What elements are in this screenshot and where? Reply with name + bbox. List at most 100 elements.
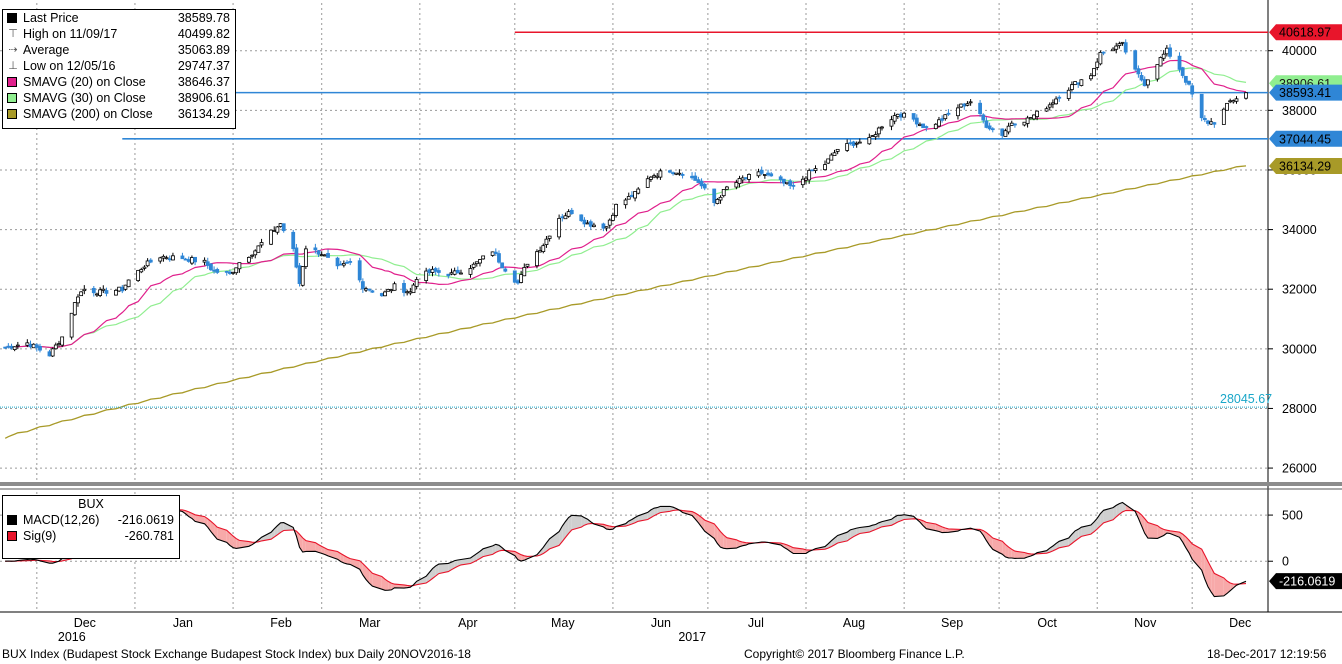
macd-fill (328, 549, 338, 560)
candle-body (1025, 117, 1030, 124)
candle-body (810, 169, 815, 172)
candle-body (1098, 52, 1103, 65)
candle-body (117, 286, 122, 292)
candle-body (655, 175, 660, 178)
candle-body (902, 112, 907, 118)
candle-body (1142, 79, 1147, 87)
candle-body (607, 219, 612, 226)
macd-fill (900, 514, 905, 521)
macd-fill (726, 537, 737, 549)
candle-body (737, 178, 742, 184)
macd-fill (1014, 551, 1025, 559)
legend-label: Sig(9) (23, 529, 57, 543)
candle-body (870, 135, 875, 137)
candle-body (1187, 80, 1191, 85)
candle-body (538, 250, 543, 253)
candle-body (98, 289, 103, 296)
candle-body (389, 289, 394, 292)
macd-fill (878, 521, 882, 529)
candle-body (759, 169, 764, 174)
level-tag-40618.97-text: 40618.97 (1279, 26, 1331, 40)
macd-fill (347, 557, 351, 565)
candle-body (889, 119, 894, 127)
macd-fill (454, 559, 458, 568)
macd-fill (1160, 527, 1164, 538)
macd-fill (856, 527, 860, 536)
candle-body (601, 223, 606, 229)
legend-value: 29747.37 (177, 59, 230, 73)
candle-body (743, 177, 748, 179)
candle-body (452, 270, 457, 275)
candle-body (560, 216, 565, 219)
level-tag-37044.45-shape (1269, 130, 1342, 147)
candle-body (740, 177, 745, 181)
legend-row: ⊥ Low on 12/05/16 29747.37 (3, 58, 235, 74)
macd-fill (723, 534, 727, 549)
macd-fill (704, 520, 715, 539)
candle-body (3, 346, 8, 349)
candle-body (82, 288, 87, 292)
candle-body (1190, 85, 1195, 95)
candle-body (300, 266, 305, 286)
candle-body (1088, 75, 1093, 80)
candle-body (1202, 117, 1207, 121)
candle-body (1206, 120, 1210, 124)
macd-line (5, 501, 1247, 598)
candle-body (158, 257, 163, 262)
candle-body (338, 263, 343, 266)
macd-fill (521, 554, 525, 562)
candle-body (569, 209, 574, 215)
candle-body (1199, 93, 1204, 119)
candle-body (880, 126, 884, 129)
candle-body (943, 114, 948, 120)
candle-body (604, 226, 609, 229)
macd-fill (942, 526, 946, 533)
candle-body (12, 346, 17, 350)
legend-label: SMAVG (30) on Close (23, 91, 146, 105)
candle-body (918, 123, 922, 126)
candle-body (503, 268, 508, 272)
candle-body (278, 223, 283, 227)
candle-body (1177, 55, 1182, 70)
candle-body (247, 257, 251, 263)
legend-label: SMAVG (200) on Close (23, 107, 153, 121)
macd-fill (226, 530, 230, 546)
candle-body (946, 112, 951, 115)
candle-body (38, 345, 42, 351)
candle-body (813, 168, 818, 171)
legend-row: ⊤ High on 11/09/17 40499.82 (3, 26, 235, 42)
candle-body (28, 343, 33, 348)
candle-body (611, 214, 615, 221)
candle-body (224, 270, 229, 273)
candle-body (493, 251, 498, 255)
macd-fill (562, 521, 566, 542)
x-tick-label-sep: Sep (941, 616, 963, 630)
candle-body (781, 178, 786, 184)
candle-body (186, 259, 191, 262)
candle-body (544, 238, 549, 245)
candle-body (582, 219, 587, 225)
macd-fill (650, 508, 655, 518)
macd-fill (581, 515, 585, 528)
macd-fill (923, 520, 927, 529)
candle-body (566, 211, 571, 217)
legend-value: -260.781 (124, 529, 174, 543)
level-tag-37044.45-text: 37044.45 (1279, 132, 1331, 146)
candle-body (490, 251, 495, 256)
legend-value: 35063.89 (177, 43, 230, 57)
candle-body (228, 271, 232, 274)
macd-fill (236, 538, 240, 549)
candle-body (522, 267, 527, 277)
macd-fill (432, 565, 436, 579)
candle-body (1000, 128, 1005, 136)
macd-fill (720, 531, 724, 549)
footer-security-description: BUX Index (Budapest Stock Exchange Budap… (2, 647, 471, 661)
macd-legend: BUX MACD(12,26) -216.0619 Sig(9) -260.781 (2, 495, 180, 559)
macd-fill (1005, 544, 1009, 558)
macd-fill (1138, 512, 1142, 526)
candle-body (1006, 125, 1011, 133)
candle-body (95, 293, 99, 296)
footer-copyright: Copyright© 2017 Bloomberg Finance L.P. (744, 647, 965, 661)
candle-body (702, 183, 707, 189)
candle-body (588, 221, 593, 227)
